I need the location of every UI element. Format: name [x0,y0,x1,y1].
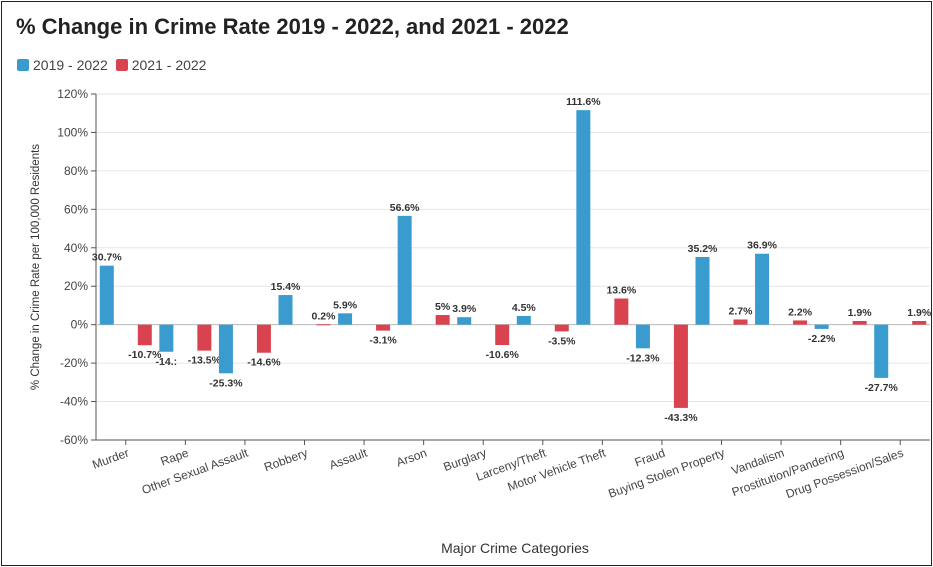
data-label: 1.9% [907,307,932,319]
data-label: 5.9% [333,299,358,311]
data-label: 2.7% [729,305,754,317]
chart-title: % Change in Crime Rate 2019 - 2022, and … [16,14,569,39]
data-label: -12.3% [626,352,660,364]
data-label: -13.5% [188,355,222,367]
x-tick-label: Murder [90,446,131,472]
bar-series-2 [137,324,152,346]
data-label: -25.3% [209,377,243,389]
bar-series-1 [755,253,770,325]
x-tick-label: Assault [327,445,369,472]
bar-series-2 [614,298,629,325]
y-tick-label: 0% [71,318,89,332]
x-tick-label: Rape [159,446,191,469]
bar-series-1 [397,215,412,325]
bar-series-2 [852,321,867,325]
bar-series-2 [376,324,391,331]
x-tick-label: Robbery [262,446,309,475]
data-label: 111.6% [566,96,601,108]
y-tick-label: 80% [64,164,88,178]
bar-series-2 [912,321,927,325]
data-label: -2.2% [808,333,836,345]
data-label: 15.4% [271,281,301,293]
bar-series-1 [695,257,710,325]
legend-label-series-2: 2021 - 2022 [131,57,207,73]
data-label: 2.2% [788,306,813,318]
data-label: -27.7% [865,382,899,394]
bar-series-2 [793,320,808,325]
bar-series-1 [338,313,353,325]
bar-series-1 [218,324,233,374]
bar-series-1 [457,317,472,325]
y-tick-label: -40% [60,395,88,409]
bar-series-2 [256,324,271,353]
data-label: 56.6% [390,202,420,214]
bar-series-2 [435,315,450,325]
bar-series-2 [733,319,748,325]
bar-series-1 [874,324,889,378]
data-label: 36.9% [747,240,777,252]
bar-series-1 [635,324,650,349]
data-label: 4.5% [512,302,537,314]
bar-series-1 [814,324,829,329]
x-tick-label: Arson [394,446,428,470]
data-label: 5% [435,301,451,313]
x-tick-label: Buying Stolen Property [606,446,726,501]
data-label: -10.6% [486,349,520,361]
bar-series-1 [576,110,591,325]
legend-label-series-1: 2019 - 2022 [33,57,108,73]
y-tick-label: -20% [60,356,88,370]
legend-item-series-1[interactable]: 2019 - 2022 [17,57,108,73]
y-tick-label: -60% [60,433,88,447]
bar-series-2 [495,324,510,346]
bar-series-1 [516,316,531,325]
data-label: 1.9% [848,307,873,319]
bar-series-2 [197,324,212,351]
x-tick-label: Fraud [633,446,667,470]
data-label: 35.2% [688,243,718,255]
legend-swatch-series-2 [115,59,128,71]
legend: 2019 - 2022 2021 - 2022 [17,57,214,73]
data-label: -3.1% [369,335,397,347]
data-label: -3.5% [548,335,576,347]
bar-series-1 [159,324,174,352]
legend-item-series-2[interactable]: 2021 - 2022 [115,57,207,73]
y-tick-label: 60% [64,202,88,216]
bar-series-2 [316,324,331,326]
x-tick-label: Other Sexual Assault [140,445,251,497]
data-label: -43.3% [664,412,698,424]
bar-series-1 [278,295,293,325]
legend-swatch-series-1 [17,59,29,71]
data-label: -14.6% [247,357,281,369]
data-label: 30.7% [92,252,122,264]
y-tick-label: 20% [64,279,88,293]
x-axis-title: Major Crime Categories [441,540,589,556]
data-label: 0.2% [312,310,337,322]
bar-series-1 [99,265,114,325]
y-axis-title: % Change in Crime Rate per 100,000 Resid… [30,144,42,390]
y-tick-label: 40% [64,241,88,255]
data-label: -14.: [156,356,178,368]
data-label: 13.6% [606,285,636,297]
y-tick-label: 120% [57,87,88,101]
y-tick-label: 100% [57,125,88,139]
bar-series-2 [554,324,569,332]
bar-series-2 [673,324,688,408]
data-label: 3.9% [452,303,477,315]
data-label: -10.7% [128,349,162,361]
